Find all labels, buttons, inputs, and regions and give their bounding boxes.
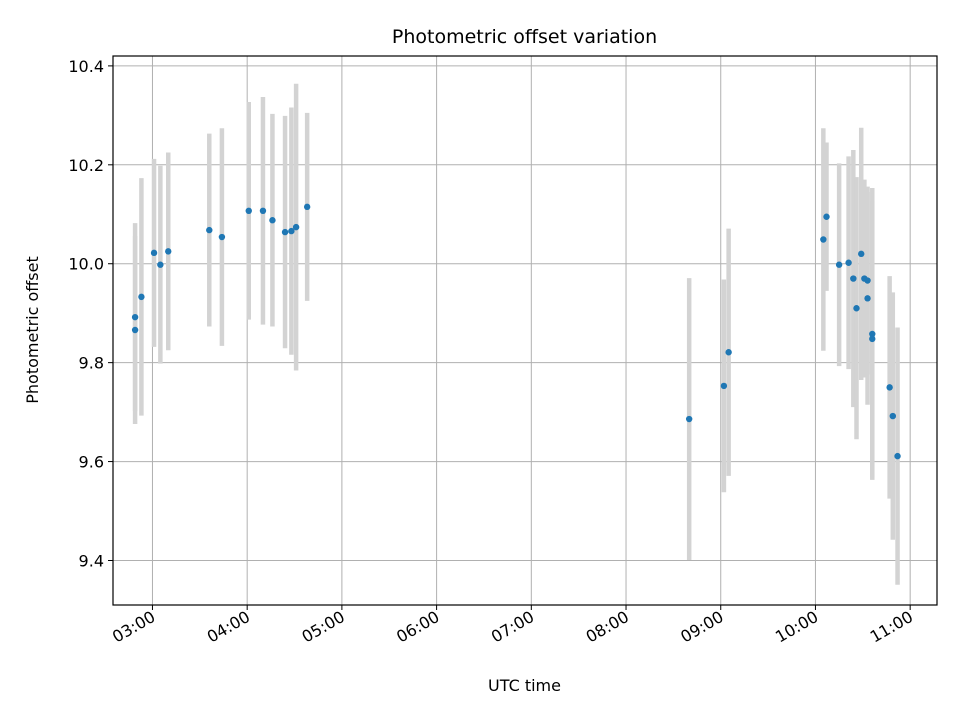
data-point [886, 384, 893, 391]
data-point [820, 236, 827, 243]
data-point [845, 259, 852, 266]
x-tick-label: 07:00 [488, 607, 537, 647]
data-point [894, 452, 901, 460]
data-point [685, 415, 693, 423]
data-point [858, 250, 865, 258]
y-tick-label: 9.6 [79, 453, 104, 472]
data-point [206, 226, 213, 234]
grid [113, 56, 937, 605]
chart-title: Photometric offset variation [392, 26, 657, 48]
y-tick-label: 9.8 [79, 354, 104, 373]
data-point [269, 217, 276, 224]
data-point [218, 233, 226, 241]
y-tick-label: 10.2 [68, 156, 104, 175]
data-point [889, 412, 897, 420]
data-point [292, 223, 300, 231]
data-point [725, 349, 732, 356]
data-point [131, 313, 139, 321]
plot-frame [112, 55, 938, 606]
y-tick-label: 9.4 [79, 551, 104, 570]
x-tick-label: 03:00 [109, 607, 158, 647]
x-tick-label: 04:00 [204, 607, 253, 647]
data-point [138, 293, 145, 301]
data-point [288, 227, 295, 235]
data-point [259, 207, 267, 215]
data-point [835, 261, 843, 268]
x-axis-label: UTC time [488, 676, 561, 695]
error-bars [132, 83, 900, 585]
data-point [869, 335, 876, 343]
data-point [823, 213, 830, 220]
y-tick-label: 10.0 [68, 255, 104, 274]
data-point [864, 295, 871, 302]
y-axis-label: Photometric offset [23, 256, 42, 404]
data-point [150, 249, 158, 257]
data-point [281, 228, 289, 236]
y-tick-label: 10.4 [68, 57, 104, 76]
x-tick-label: 08:00 [583, 607, 632, 647]
data-points [131, 203, 901, 460]
x-tick-label: 11:00 [867, 607, 916, 647]
x-tick-label: 10:00 [772, 607, 821, 647]
data-point [864, 277, 871, 284]
x-tick-label: 06:00 [393, 607, 442, 647]
x-tick-label: 05:00 [298, 607, 347, 647]
x-axis: 03:00 04:00 05:00 06:00 07:00 08:00 09:00 10:00… [109, 605, 916, 647]
data-point [245, 207, 252, 215]
data-point [853, 305, 860, 312]
data-point [157, 261, 164, 268]
y-axis: 9.4 9.6 9.8 10.0 10.2 10.4 [68, 57, 113, 570]
x-tick-label: 09:00 [677, 607, 726, 647]
data-point [303, 203, 311, 211]
data-point [869, 330, 876, 338]
data-point [131, 326, 139, 334]
data-point [720, 382, 728, 390]
data-point [165, 248, 172, 255]
data-point [850, 275, 857, 282]
